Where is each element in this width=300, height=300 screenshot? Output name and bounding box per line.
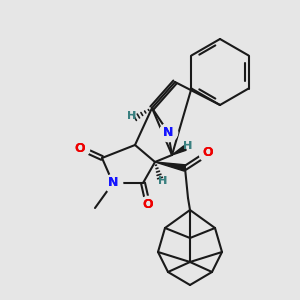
Text: H: H bbox=[128, 111, 136, 121]
Polygon shape bbox=[155, 162, 186, 171]
Text: H: H bbox=[128, 111, 136, 121]
Text: N: N bbox=[108, 176, 118, 190]
Text: H: H bbox=[158, 176, 168, 186]
Text: O: O bbox=[143, 199, 153, 212]
Text: O: O bbox=[203, 146, 213, 160]
Text: H: H bbox=[183, 141, 193, 151]
Text: H: H bbox=[183, 141, 193, 151]
Text: O: O bbox=[75, 142, 85, 154]
Text: O: O bbox=[75, 142, 85, 154]
Polygon shape bbox=[172, 146, 186, 155]
Text: N: N bbox=[163, 125, 173, 139]
Text: O: O bbox=[143, 199, 153, 212]
Text: O: O bbox=[203, 146, 213, 160]
Text: H: H bbox=[158, 176, 168, 186]
Text: N: N bbox=[163, 125, 173, 139]
Text: N: N bbox=[108, 176, 118, 190]
